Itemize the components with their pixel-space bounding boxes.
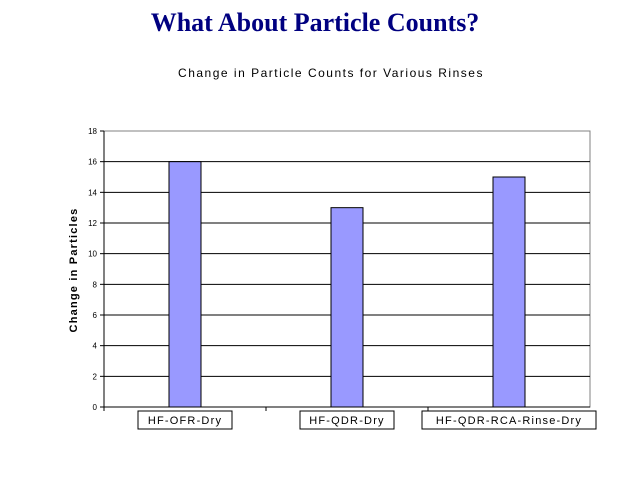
y-tick-label: 4: [93, 342, 98, 351]
bar-hf-qdr-rca-rinse-dry: [492, 176, 526, 408]
y-tick-label: 12: [88, 219, 97, 228]
chart-title: Change in Particle Counts for Various Ri…: [178, 66, 484, 80]
y-tick-label: 2: [93, 372, 98, 381]
x-category-label: HF-QDR-RCA-Rinse-Dry: [436, 415, 582, 427]
x-category-box: [421, 410, 597, 430]
y-tick-label: 0: [93, 403, 98, 412]
y-tick-label: 10: [88, 250, 97, 259]
y-tick-label: 16: [88, 158, 97, 167]
x-category-box: [299, 410, 395, 430]
bars: [168, 161, 526, 408]
slide-title: What About Particle Counts?: [150, 8, 480, 37]
x-category-labels: HF-OFR-Dry HF-QDR-Dry HF-QDR-RCA-Rinse-Dry: [103, 407, 597, 430]
y-tick-label: 8: [93, 280, 98, 289]
bar-hf-qdr-dry: [330, 207, 364, 408]
x-category-label: HF-QDR-Dry: [309, 415, 385, 427]
y-tick-label: 18: [88, 127, 97, 136]
y-tick-label: 6: [93, 311, 98, 320]
y-tick-label: 14: [88, 188, 97, 197]
x-category-label: HF-OFR-Dry: [148, 415, 222, 427]
bar-hf-ofr-dry: [168, 161, 202, 408]
y-tick-labels: 0 2 4 6 8 10 12 14 16 18: [88, 127, 104, 412]
x-category-box: [137, 410, 233, 430]
y-axis-label: Change in Particles: [68, 208, 80, 333]
